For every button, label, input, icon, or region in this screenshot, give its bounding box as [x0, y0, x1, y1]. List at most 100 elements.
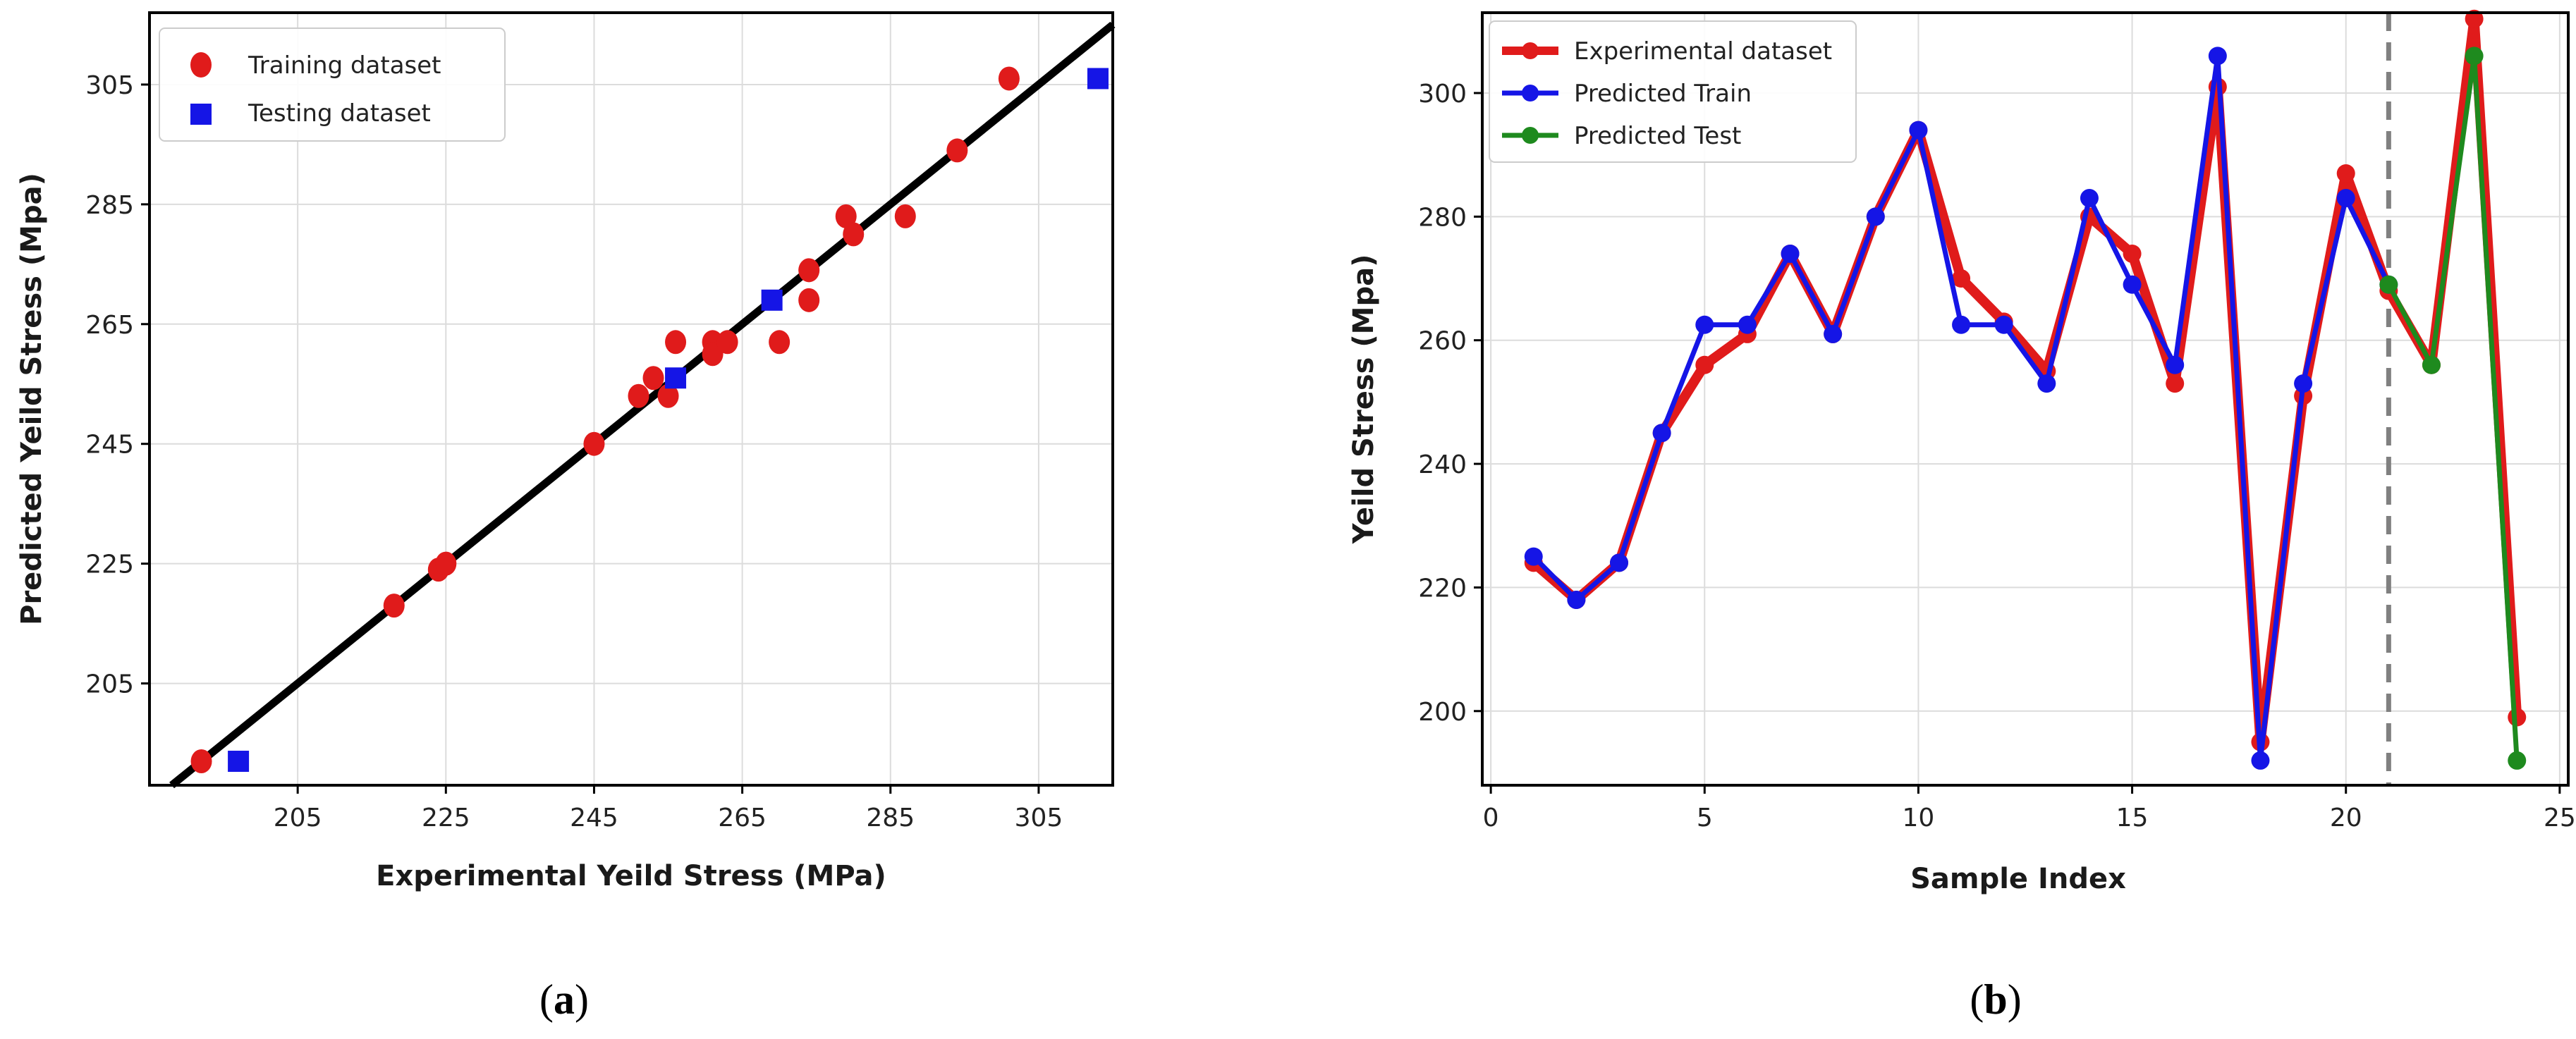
x-tick-label: 15 [2116, 804, 2149, 832]
legend: Experimental dataset Predicted Train Pre… [1489, 20, 1857, 163]
y-tick-label: 280 [1418, 203, 1467, 232]
training-point [835, 204, 857, 228]
predicted-train-point [1524, 547, 1543, 566]
predicted-train-point [1909, 121, 1928, 140]
predicted-test-line [2386, 53, 2520, 763]
predicted-test-point [2379, 275, 2398, 294]
predicted-train-point [1652, 424, 1671, 443]
training-point [843, 222, 865, 247]
y-axis-title: Yeild Stress (Mpa) [1348, 254, 1380, 545]
predicted-train-point [2208, 47, 2227, 66]
predicted-train-point [1610, 553, 1629, 572]
legend-box [159, 27, 506, 142]
testing-point [761, 289, 783, 311]
legend-label-training: Training dataset [248, 51, 441, 80]
line-panel: 0 5 10 15 20 25 200 220 240 260 280 300 Sample Inde… [1348, 9, 2576, 895]
scatter-points [190, 66, 1109, 774]
legend-marker-testing [190, 104, 212, 125]
training-point [798, 258, 820, 283]
y-tick-label: 285 [85, 191, 134, 220]
y-tick-label: 220 [1418, 574, 1467, 603]
caption-b-close: ) [2008, 976, 2022, 1023]
experimental-point [1952, 269, 1971, 288]
x-tick-label: 25 [2544, 804, 2576, 832]
x-tick-label: 5 [1697, 804, 1713, 832]
legend-box [1489, 20, 1857, 163]
experimental-point [2166, 374, 2185, 393]
x-axis-title: Experimental Yeild Stress (MPa) [376, 860, 886, 892]
x-tick-label: 20 [2330, 804, 2362, 832]
legend-label-testing: Testing dataset [248, 99, 431, 128]
y-tick-label: 240 [1418, 450, 1467, 479]
testing-point [1087, 68, 1109, 90]
y-tick-label: 260 [1418, 327, 1467, 356]
y-tick-label: 265 [85, 311, 134, 340]
y-tick-label: 225 [85, 551, 134, 579]
x-tick-label: 265 [718, 804, 767, 832]
y-tick-label: 205 [85, 670, 134, 699]
legend: Training dataset Testing dataset [159, 27, 506, 142]
predicted-test-point [2508, 751, 2527, 770]
legend-label-experimental: Experimental dataset [1574, 37, 1832, 66]
caption-a-close: ) [575, 976, 589, 1023]
testing-point [665, 367, 687, 389]
predicted-test-point [2422, 355, 2441, 374]
legend-marker-train [1522, 85, 1539, 102]
caption-a-letter: a [554, 976, 575, 1023]
caption-b-letter: b [1984, 976, 2007, 1023]
training-point [998, 66, 1020, 91]
y-axis-title: Predicted Yeild Stress (Mpa) [16, 173, 48, 625]
training-point [798, 288, 820, 312]
legend-marker-test [1522, 127, 1539, 144]
training-point [190, 749, 212, 774]
training-point [657, 383, 679, 408]
x-tick-label: 225 [422, 804, 470, 832]
axis-ticks: 0 5 10 15 20 25 200 220 240 260 280 300 [1418, 80, 2575, 832]
predicted-train-point [1781, 244, 1800, 263]
training-point [769, 330, 790, 355]
y-tick-label: 305 [85, 71, 134, 100]
x-tick-label: 10 [1903, 804, 1935, 832]
predicted-train-point [2166, 355, 2185, 374]
x-axis-title: Sample Index [1910, 863, 2126, 895]
predicted-train-point [1567, 590, 1586, 609]
axis-ticks: 205 225 245 265 285 305 205 225 245 265 285 305 [85, 71, 1063, 832]
training-point [628, 383, 649, 408]
legend-marker-experimental [1522, 42, 1539, 59]
predicted-train-point [1952, 315, 1971, 334]
testing-point [228, 751, 250, 773]
legend-marker-training [190, 52, 212, 78]
y-tick-label: 200 [1418, 698, 1467, 727]
scatter-panel: 205 225 245 265 285 305 205 225 245 265 285 305 Exp… [16, 11, 1116, 892]
x-tick-label: 305 [1015, 804, 1063, 832]
training-point [435, 551, 457, 576]
line-series [1524, 9, 2527, 770]
training-point [946, 138, 968, 163]
experimental-point [2336, 164, 2355, 183]
experimental-point [2465, 9, 2484, 28]
predicted-train-point [1824, 324, 1843, 343]
predicted-train-point [2037, 374, 2056, 393]
y-tick-label: 300 [1418, 80, 1467, 109]
x-tick-label: 285 [866, 804, 915, 832]
training-point [894, 204, 916, 228]
predicted-train-point [1866, 207, 1885, 226]
predicted-train-point [2123, 275, 2142, 294]
legend-label-train: Predicted Train [1574, 80, 1752, 108]
legend-label-test: Predicted Test [1574, 122, 1741, 150]
caption-a: (a) [539, 976, 589, 1023]
x-tick-label: 245 [570, 804, 618, 832]
predicted-train-point [2294, 374, 2313, 393]
predicted-train-point [2251, 751, 2270, 770]
predicted-train-point [2336, 189, 2355, 208]
plot-frame [148, 11, 1114, 787]
training-point [716, 330, 738, 355]
caption-b: (b) [1970, 976, 2021, 1023]
training-point [702, 342, 724, 367]
predicted-train-point [1994, 315, 2013, 334]
training-point [642, 366, 664, 391]
caption-b-open: ( [1970, 976, 1984, 1023]
training-point [383, 594, 405, 618]
training-point [583, 431, 605, 456]
